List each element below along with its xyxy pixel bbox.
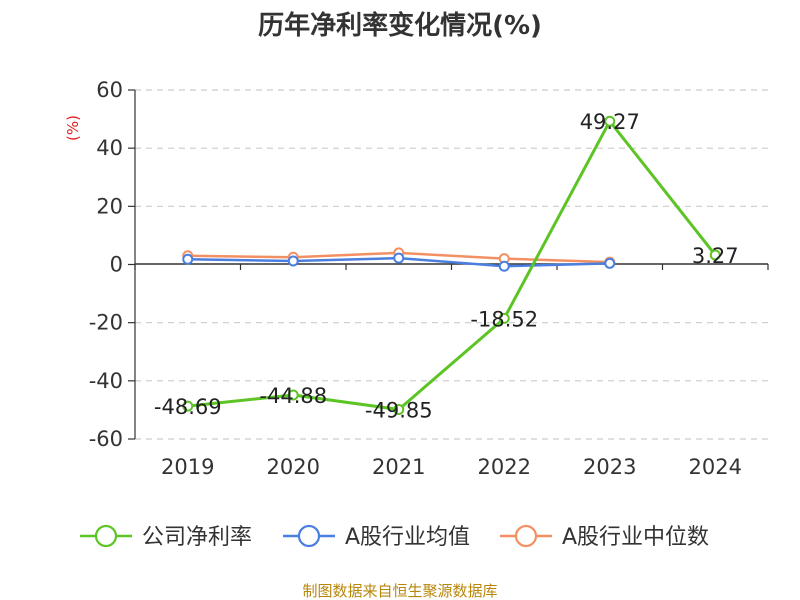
data-label: -49.85	[365, 398, 433, 422]
legend-item: A股行业中位数	[500, 524, 709, 550]
data-label: 49.27	[580, 110, 640, 134]
data-label: -18.52	[470, 307, 538, 331]
series-lines	[182, 115, 721, 415]
axes: 60 40 20 0 -20 -40 -60 2019 2020 2021 2022 2023 2024	[89, 78, 769, 479]
legend-label: 公司净利率	[142, 525, 252, 550]
data-point	[604, 115, 616, 127]
data-point	[604, 257, 616, 269]
y-tick-label: 60	[96, 78, 123, 102]
y-tick-label: 0	[110, 253, 123, 277]
data-label: -44.88	[259, 384, 327, 408]
data-point	[498, 260, 510, 272]
x-tick-label: 2024	[689, 455, 742, 479]
data-point	[287, 255, 299, 267]
legend-marker	[297, 524, 321, 548]
data-point	[287, 389, 299, 401]
x-tick-label: 2019	[161, 455, 214, 479]
legend-marker	[94, 524, 118, 548]
y-axis-unit-label: (%)	[64, 115, 82, 141]
x-tick-label: 2023	[583, 455, 636, 479]
legend-label: A股行业中位数	[562, 525, 709, 550]
y-tick-label: 40	[96, 136, 123, 160]
legend: 公司净利率 A股行业均值 A股行业中位数	[80, 524, 709, 550]
data-label: -48.69	[154, 395, 222, 419]
chart-title: 历年净利率变化情况(%)	[258, 10, 542, 41]
legend-item: A股行业均值	[283, 524, 470, 550]
x-tick-label: 2021	[372, 455, 425, 479]
y-tick-label: -40	[89, 369, 123, 393]
legend-marker	[514, 524, 538, 548]
y-tick-label: -20	[89, 311, 123, 335]
source-note: 制图数据来自恒生聚源数据库	[302, 582, 497, 600]
y-tick-label: -60	[89, 427, 123, 451]
data-point	[393, 403, 405, 415]
data-label: 3.27	[692, 244, 739, 268]
y-tick-label: 20	[96, 194, 123, 218]
data-point	[182, 253, 194, 265]
series-line	[187, 119, 717, 411]
data-point	[393, 252, 405, 264]
legend-label: A股行业均值	[345, 525, 470, 550]
legend-item: 公司净利率	[80, 524, 252, 550]
data-labels: -48.69 -44.88 -49.85 -18.52 49.27 3.27	[154, 110, 739, 422]
data-point	[709, 249, 721, 261]
x-tick-label: 2020	[267, 455, 320, 479]
x-tick-label: 2022	[478, 455, 531, 479]
data-point	[498, 312, 510, 324]
data-point	[182, 400, 194, 412]
